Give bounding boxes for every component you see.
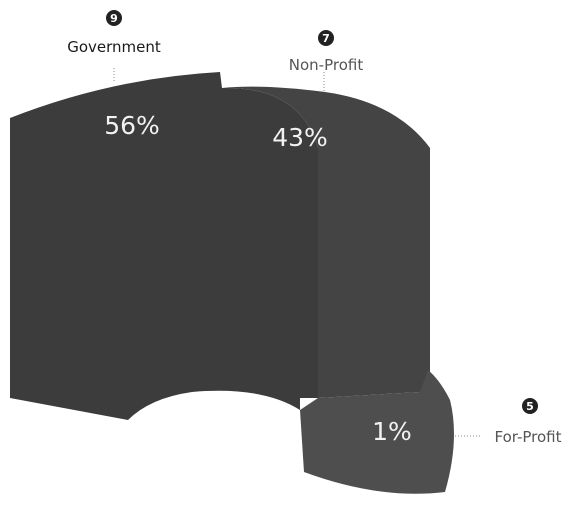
marker-for-profit-circle	[522, 398, 538, 414]
marker-government: 9	[106, 10, 122, 26]
marker-non-profit-circle	[318, 30, 334, 46]
marker-non-profit-text: 7	[322, 32, 330, 45]
slice-non-profit	[222, 86, 430, 399]
category-label-government: Government	[67, 38, 161, 56]
category-label-non-profit: Non-Profit	[289, 56, 364, 74]
marker-for-profit-text: 5	[526, 400, 534, 413]
value-label-non-profit: 43%	[272, 123, 328, 152]
value-label-for-profit: 1%	[372, 417, 412, 446]
slice-for-profit	[300, 370, 454, 494]
marker-non-profit: 7	[318, 30, 334, 46]
marker-for-profit: 5	[522, 398, 538, 414]
value-label-government: 56%	[104, 111, 160, 140]
slice-government	[10, 72, 318, 420]
marker-government-circle	[106, 10, 122, 26]
category-label-for-profit: For-Profit	[494, 428, 561, 446]
marker-government-text: 9	[110, 12, 118, 25]
